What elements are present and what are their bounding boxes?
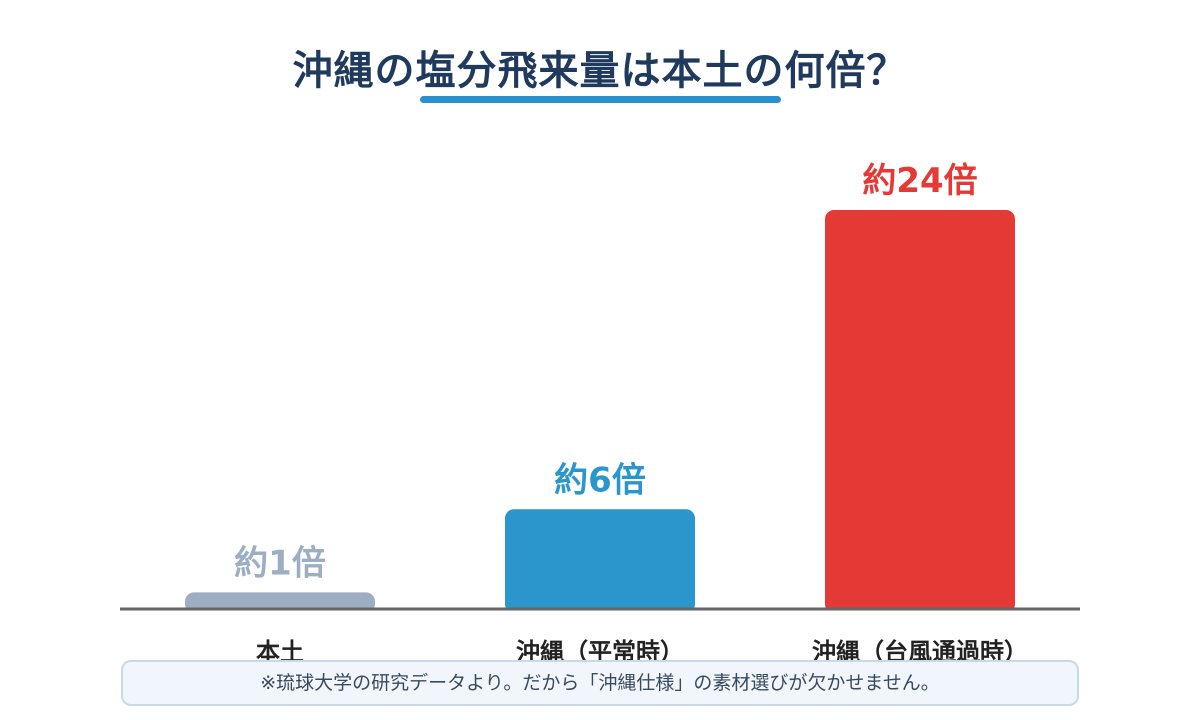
baseline-mask: [120, 610, 1080, 622]
source-note: ※琉球大学の研究データより。だから「沖縄仕様」の素材選びが欠かせません。: [121, 660, 1079, 706]
data-label-1: 約1倍: [234, 543, 326, 583]
data-label-2: 約6倍: [554, 460, 646, 500]
category-label-2: 沖縄（平常時）: [516, 638, 684, 660]
bar-2: [505, 509, 695, 613]
page-title: 沖縄の塩分飛来量は本土の何倍？: [292, 48, 908, 94]
data-label-3: 約24倍: [862, 161, 977, 201]
category-label-1: 本土: [256, 638, 304, 660]
bar-3: [825, 210, 1015, 613]
category-label-3: 沖縄（台風通過時）: [812, 638, 1028, 660]
title-underline: [420, 96, 781, 103]
